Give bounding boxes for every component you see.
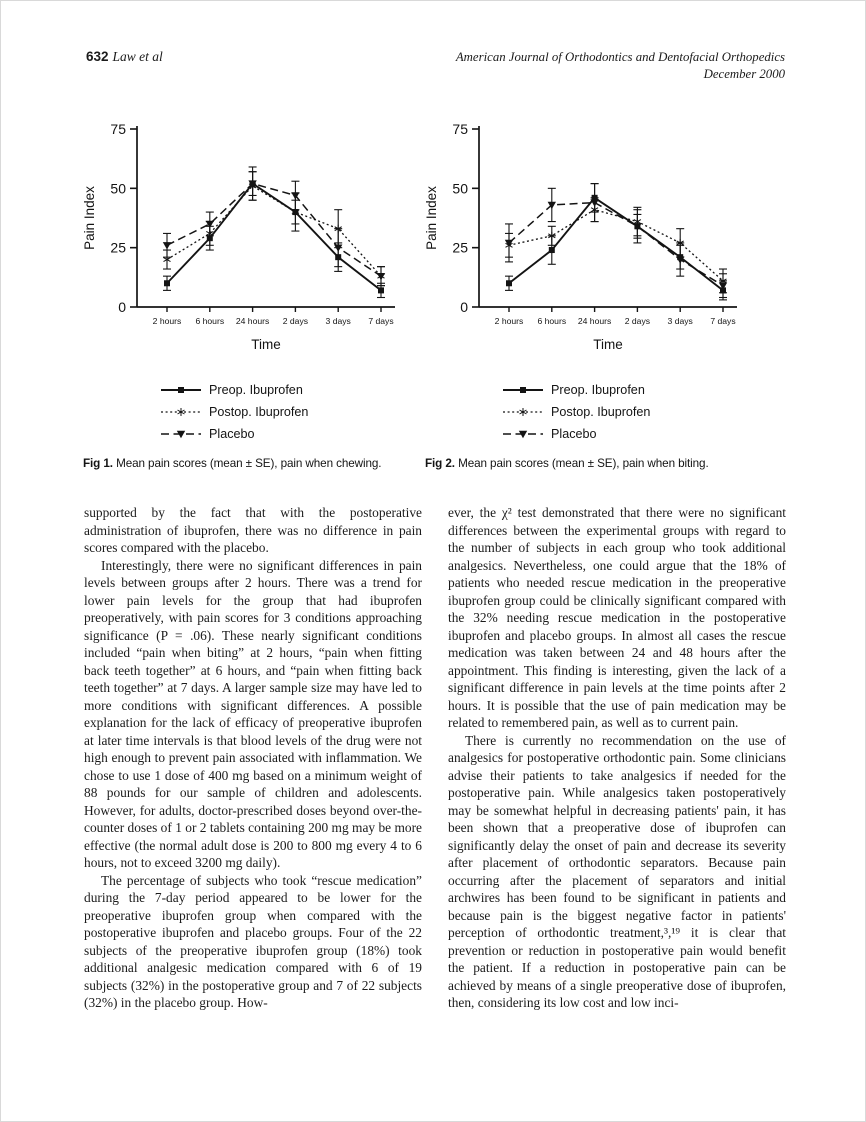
body-column-right: ever, the χ² test demonstrated that ther…: [448, 504, 786, 1012]
legend-item-placebo: Placebo: [159, 423, 419, 445]
fig2-legend: Preop. Ibuprofen Postop. Ibuprofen Place…: [501, 379, 761, 445]
fig2-line-chart: 0 25 50 75 2 hours 6 hours 24 hours 2 days 3 day…: [424, 121, 737, 352]
svg-text:Time: Time: [251, 337, 281, 352]
running-authors: Law et al: [112, 49, 163, 64]
legend-item-preop: Preop. Ibuprofen: [501, 379, 761, 401]
svg-text:2 days: 2 days: [283, 316, 308, 326]
svg-text:50: 50: [110, 180, 126, 196]
page-header-left: 632 Law et al: [86, 49, 163, 65]
svg-text:0: 0: [118, 299, 126, 315]
svg-text:Pain Index: Pain Index: [424, 186, 439, 250]
svg-text:25: 25: [452, 240, 468, 256]
legend-label: Preop. Ibuprofen: [551, 383, 645, 397]
svg-text:75: 75: [110, 121, 126, 137]
figure-1: 0 25 50 75 2 hours 6 hours 24 hours 2 days 3 day…: [79, 113, 419, 470]
dashed-line-swatch-icon: [503, 430, 543, 439]
svg-text:50: 50: [452, 180, 468, 196]
svg-text:7 days: 7 days: [368, 316, 393, 326]
svg-text:7 days: 7 days: [710, 316, 735, 326]
body-column-left: supported by the fact that with the post…: [84, 504, 422, 1012]
fig1-caption-label: Fig 1.: [83, 457, 113, 470]
fig2-caption-text: Mean pain scores (mean ± SE), pain when …: [458, 457, 709, 470]
fig2-caption-label: Fig 2.: [425, 457, 455, 470]
legend-item-postop: Postop. Ibuprofen: [159, 401, 419, 423]
journal-title: American Journal of Orthodontics and Den…: [455, 50, 785, 64]
legend-item-postop: Postop. Ibuprofen: [501, 401, 761, 423]
svg-text:3 days: 3 days: [668, 316, 693, 326]
svg-text:0: 0: [460, 299, 468, 315]
dotted-line-swatch-icon: [503, 408, 543, 416]
svg-text:2 hours: 2 hours: [153, 316, 182, 326]
svg-text:6 hours: 6 hours: [195, 316, 224, 326]
journal-date: December 2000: [703, 67, 785, 81]
svg-text:75: 75: [452, 121, 468, 137]
dashed-line-swatch-icon: [161, 430, 201, 439]
svg-text:2 days: 2 days: [625, 316, 650, 326]
legend-label: Placebo: [551, 427, 597, 441]
page-number: 632: [86, 49, 109, 64]
fig1-caption-text: Mean pain scores (mean ± SE), pain when …: [116, 457, 382, 470]
paragraph: There is currently no recommendation on …: [448, 732, 786, 1011]
svg-text:Time: Time: [593, 337, 623, 352]
svg-text:2 hours: 2 hours: [495, 316, 524, 326]
paragraph: The percentage of subjects who took “res…: [84, 872, 422, 1011]
solid-line-swatch-icon: [503, 387, 543, 393]
figure-2: 0 25 50 75 2 hours 6 hours 24 hours 2 days 3 day…: [421, 113, 761, 470]
legend-label: Postop. Ibuprofen: [209, 405, 309, 419]
legend-label: Placebo: [209, 427, 255, 441]
fig1-caption: Fig 1. Mean pain scores (mean ± SE), pai…: [83, 457, 419, 470]
paragraph: ever, the χ² test demonstrated that ther…: [448, 505, 786, 730]
legend-item-preop: Preop. Ibuprofen: [159, 379, 419, 401]
paragraph: Interestingly, there were no significant…: [84, 557, 422, 871]
fig1-line-chart: 0 25 50 75 2 hours 6 hours 24 hours 2 days 3 day…: [82, 121, 395, 352]
legend-label: Postop. Ibuprofen: [551, 405, 651, 419]
paragraph: supported by the fact that with the post…: [84, 505, 422, 555]
svg-text:6 hours: 6 hours: [537, 316, 566, 326]
legend-item-placebo: Placebo: [501, 423, 761, 445]
fig2-caption: Fig 2. Mean pain scores (mean ± SE), pai…: [425, 457, 761, 470]
svg-text:24 hours: 24 hours: [578, 316, 611, 326]
legend-label: Preop. Ibuprofen: [209, 383, 303, 397]
svg-text:24 hours: 24 hours: [236, 316, 269, 326]
svg-text:Pain Index: Pain Index: [82, 186, 97, 250]
dotted-line-swatch-icon: [161, 408, 201, 416]
fig1-legend: Preop. Ibuprofen Postop. Ibuprofen Place…: [159, 379, 419, 445]
svg-text:25: 25: [110, 240, 126, 256]
svg-text:3 days: 3 days: [326, 316, 351, 326]
page-header-right: American Journal of Orthodontics and Den…: [456, 49, 785, 83]
solid-line-swatch-icon: [161, 387, 201, 393]
